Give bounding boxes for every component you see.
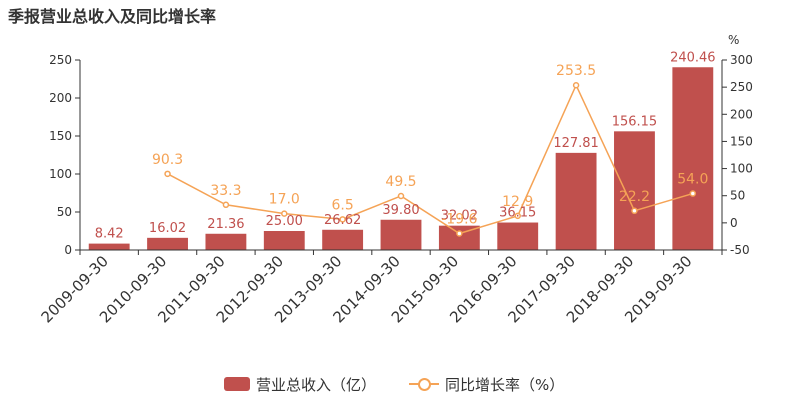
bar-value-label: 32.02 bbox=[441, 209, 478, 224]
bar-value-label: 156.15 bbox=[612, 114, 658, 129]
growth-value-label: 49.5 bbox=[385, 174, 416, 190]
legend-label-revenue: 营业总收入（亿） bbox=[256, 375, 377, 394]
bar bbox=[380, 219, 422, 250]
growth-value-label: 90.3 bbox=[152, 152, 183, 168]
growth-value-label: 33.3 bbox=[210, 183, 241, 199]
bar bbox=[147, 237, 188, 250]
right-tick-label: 50 bbox=[730, 189, 745, 203]
growth-point bbox=[456, 230, 463, 237]
growth-point bbox=[281, 210, 288, 217]
bar bbox=[497, 222, 539, 250]
bar bbox=[263, 231, 305, 250]
right-tick-label: 0 bbox=[730, 216, 738, 230]
bar bbox=[205, 233, 247, 250]
growth-point bbox=[222, 201, 230, 209]
bar-value-label: 240.46 bbox=[670, 50, 716, 65]
right-tick-label: 250 bbox=[730, 80, 753, 94]
growth-value-label: 22.2 bbox=[619, 189, 650, 205]
legend-label-growth: 同比增长率（%） bbox=[445, 375, 565, 394]
bar-value-label: 25.00 bbox=[266, 214, 303, 229]
growth-value-label: 12.9 bbox=[502, 194, 533, 210]
growth-point bbox=[339, 216, 346, 223]
right-axis-unit: % bbox=[728, 33, 739, 47]
growth-point bbox=[397, 192, 405, 200]
growth-point bbox=[689, 190, 697, 197]
left-tick-label: 100 bbox=[49, 167, 72, 181]
left-tick-label: 150 bbox=[49, 129, 72, 143]
bar-value-label: 26.62 bbox=[324, 213, 361, 228]
growth-point bbox=[514, 212, 521, 220]
chart-title: 季报营业总收入及同比增长率 bbox=[8, 7, 217, 26]
growth-line bbox=[167, 83, 694, 235]
bar bbox=[555, 152, 597, 250]
growth-value-label: 54.0 bbox=[677, 172, 708, 188]
growth-point bbox=[631, 207, 638, 215]
bar bbox=[322, 229, 364, 250]
right-tick-label: -50 bbox=[730, 243, 750, 257]
bar-value-label: 39.80 bbox=[382, 203, 419, 218]
left-tick-label: 200 bbox=[49, 91, 72, 105]
right-tick-label: 100 bbox=[730, 162, 753, 176]
legend-bar-swatch bbox=[224, 377, 250, 391]
growth-value-label: 253.5 bbox=[556, 63, 596, 79]
right-tick-label: 200 bbox=[730, 107, 753, 121]
right-tick-label: 150 bbox=[730, 134, 753, 148]
legend: 营业总收入（亿） 同比增长率（%） bbox=[0, 372, 800, 396]
bar bbox=[614, 131, 655, 250]
legend-line-swatch bbox=[409, 377, 439, 391]
growth-value-label: 17.0 bbox=[269, 192, 300, 208]
bar-value-label: 8.42 bbox=[95, 227, 124, 242]
legend-item-growth[interactable]: 同比增长率（%） bbox=[409, 372, 564, 396]
left-tick-label: 0 bbox=[64, 243, 72, 257]
bar bbox=[672, 67, 714, 250]
left-tick-label: 250 bbox=[49, 53, 72, 67]
growth-value-label: -19.6 bbox=[441, 211, 477, 227]
growth-point bbox=[572, 81, 580, 89]
line-series bbox=[164, 81, 697, 237]
bar-value-label: 127.81 bbox=[553, 136, 599, 151]
legend-item-revenue[interactable]: 营业总收入（亿） bbox=[224, 372, 376, 396]
bar-value-label: 21.36 bbox=[207, 217, 244, 232]
growth-value-label: 6.5 bbox=[332, 197, 354, 213]
bar bbox=[88, 243, 130, 250]
bar-value-label: 36.15 bbox=[499, 206, 536, 221]
bar-value-label: 16.02 bbox=[149, 221, 186, 236]
right-tick-label: 300 bbox=[730, 53, 753, 67]
left-tick-label: 50 bbox=[57, 205, 72, 219]
growth-point bbox=[164, 170, 171, 178]
